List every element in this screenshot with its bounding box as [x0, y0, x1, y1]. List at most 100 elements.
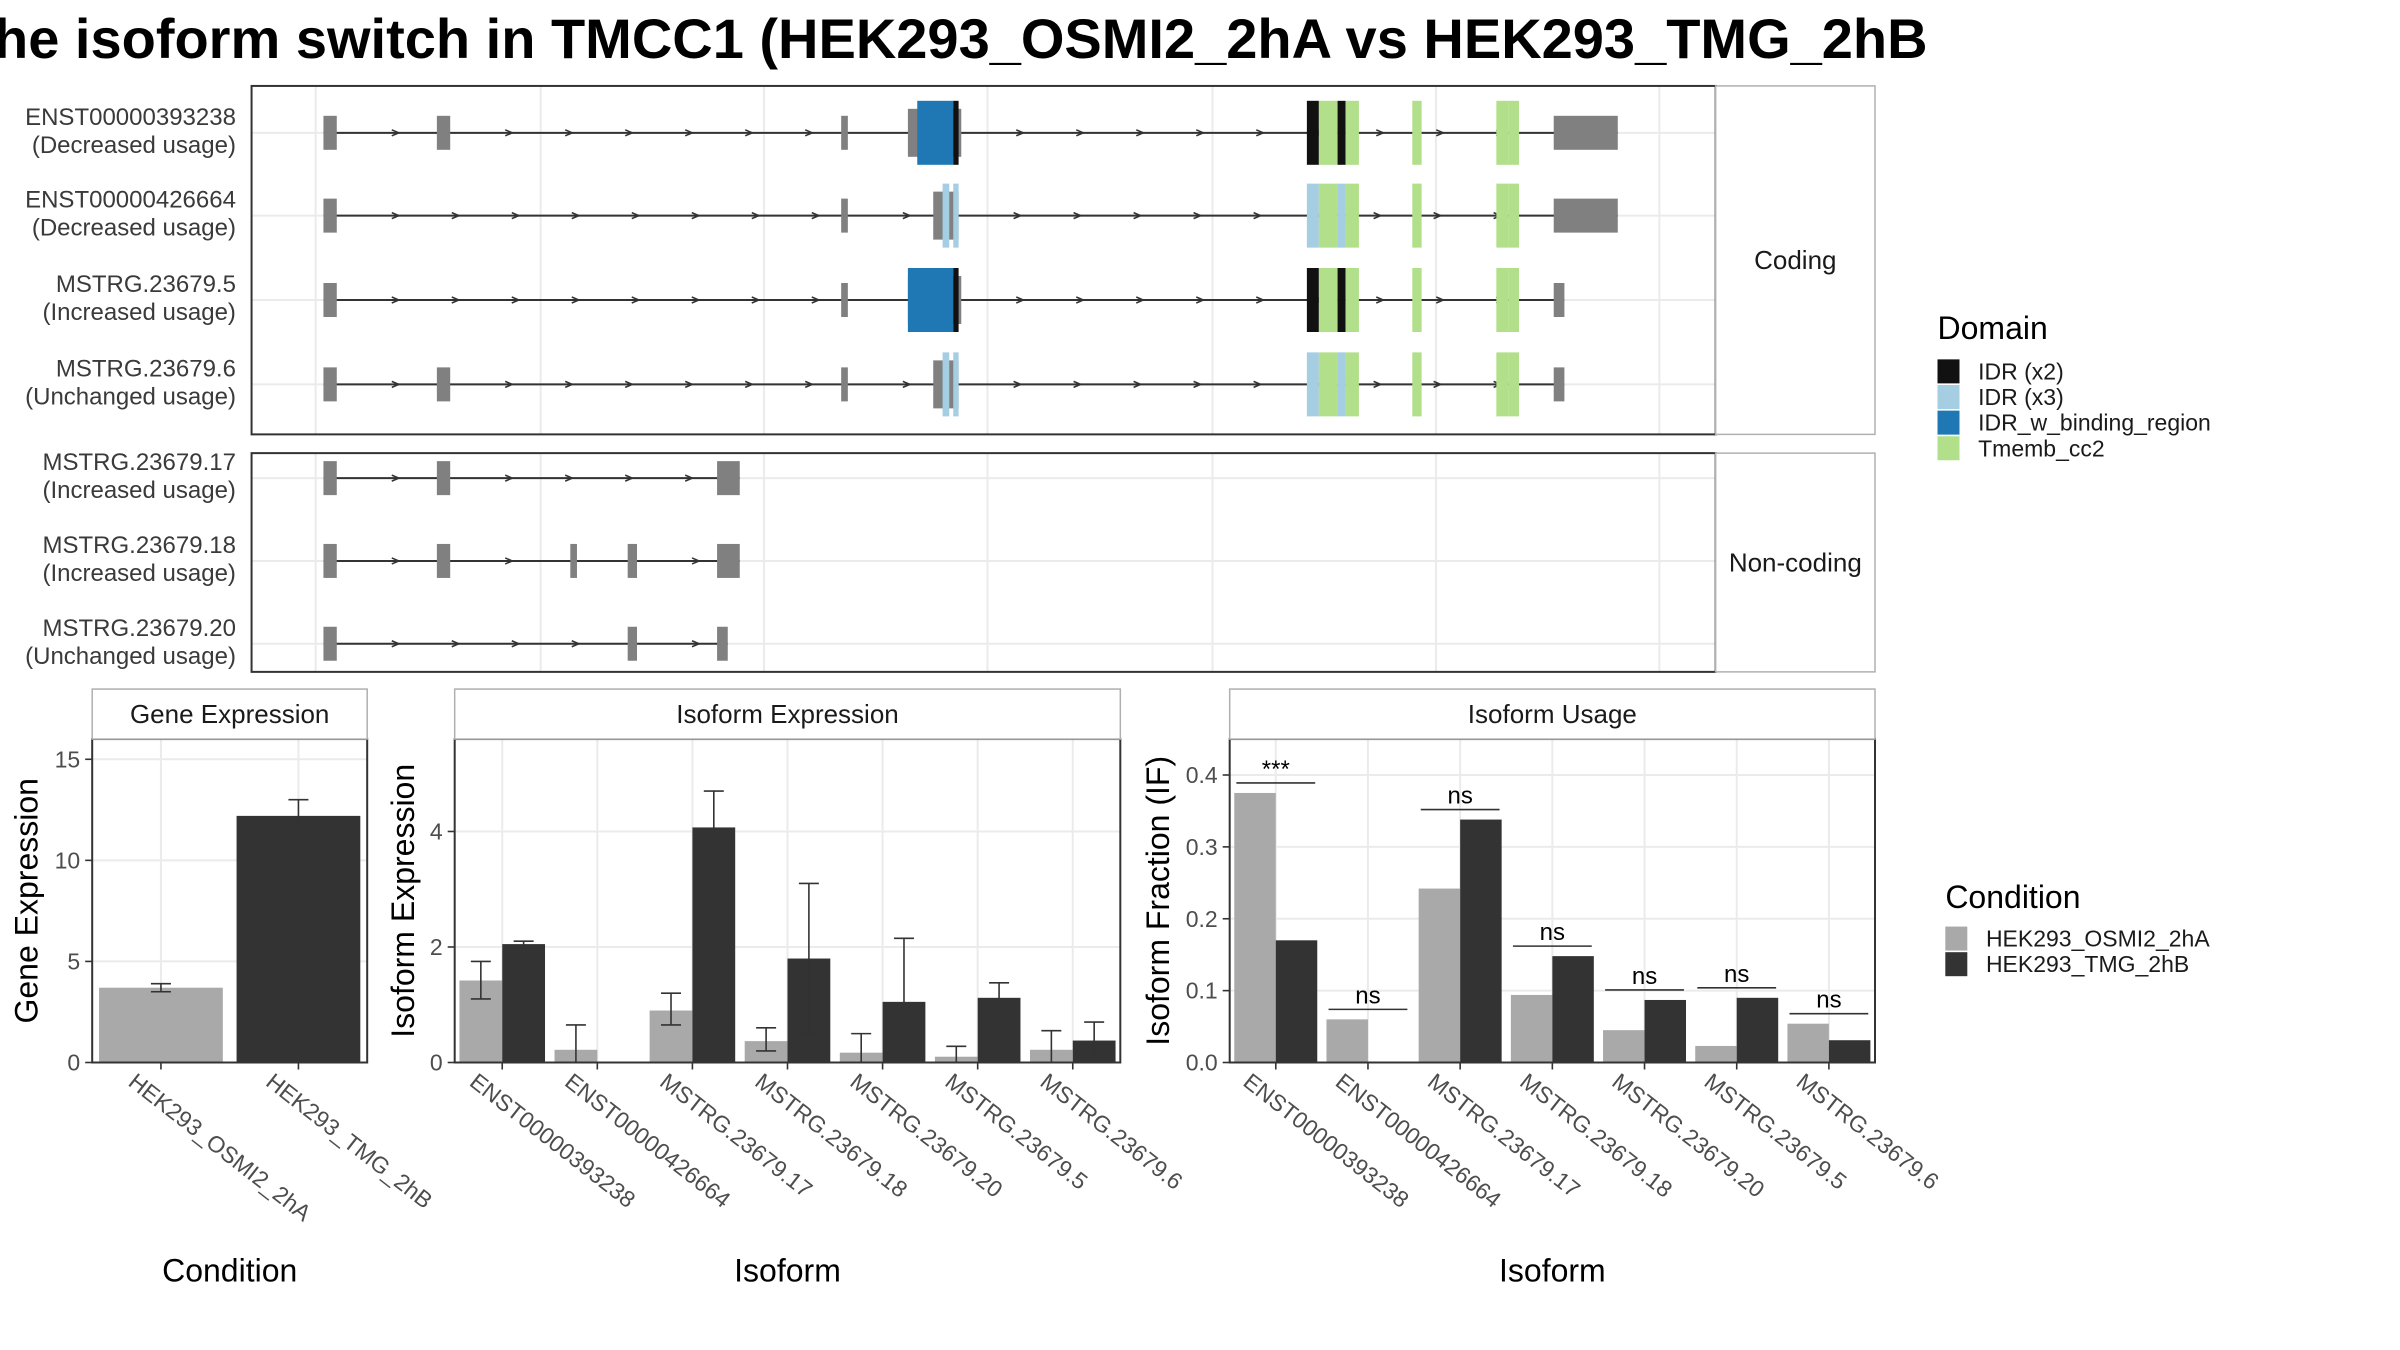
y-axis-title: Gene Expression: [9, 778, 45, 1023]
panel-strip-label: Isoform Expression: [676, 699, 899, 729]
domain-block: [1508, 100, 1520, 165]
exon-block: [323, 543, 337, 578]
exon-block: [436, 543, 451, 578]
exon-block: [436, 115, 451, 150]
legend-label: IDR (x2): [1978, 358, 2064, 384]
domain-block: [1508, 268, 1520, 332]
direction-arrow: [691, 296, 701, 304]
direction-arrow: [1255, 129, 1266, 137]
facet-strip-label: Non-coding: [1729, 548, 1862, 578]
direction-arrow: [1375, 129, 1386, 137]
domain-block: [1318, 100, 1338, 165]
direction-arrow: [391, 296, 401, 304]
direction-arrow: [811, 211, 821, 220]
x-tick-label: ENST00000393238: [1239, 1068, 1414, 1213]
y-tick-label: 5: [67, 948, 80, 974]
direction-arrow: [1013, 211, 1023, 220]
transcript-usage-label: (Decreased usage): [32, 215, 236, 242]
direction-arrow: [811, 296, 821, 304]
direction-arrow: [1435, 296, 1446, 304]
direction-arrow: [511, 640, 521, 648]
domain-block: [907, 268, 954, 332]
direction-arrow: [744, 129, 755, 137]
domain-block: [1318, 183, 1338, 248]
significance-label: ns: [1540, 919, 1565, 946]
bar: [1460, 819, 1502, 1063]
direction-arrow: [624, 474, 635, 482]
direction-arrow: [691, 640, 702, 648]
significance-label: ns: [1447, 783, 1472, 810]
domain-block: [1345, 183, 1359, 248]
legend-title: Domain: [1938, 310, 2048, 346]
direction-arrow: [391, 474, 401, 482]
direction-arrow: [1193, 211, 1203, 220]
domain-block: [1345, 100, 1359, 165]
direction-arrow: [504, 380, 515, 389]
direction-arrow: [1135, 296, 1146, 304]
direction-arrow: [391, 640, 401, 648]
direction-arrow: [804, 129, 815, 137]
domain-block: [1337, 268, 1346, 332]
domain-block: [953, 100, 959, 165]
bar: [744, 1041, 788, 1063]
x-axis-title: Isoform: [734, 1252, 841, 1288]
bar: [692, 827, 736, 1063]
direction-arrow: [1253, 211, 1263, 220]
transcript-id-label: MSTRG.23679.17: [43, 449, 236, 476]
direction-arrow: [631, 296, 641, 304]
direction-arrow: [684, 474, 695, 482]
direction-arrow: [1133, 211, 1143, 220]
bar: [1326, 1019, 1368, 1063]
bar: [1418, 888, 1461, 1063]
exon-block: [436, 461, 451, 496]
legend-swatch: [1937, 410, 1960, 435]
direction-arrow: [684, 380, 695, 389]
domain-block: [942, 183, 950, 248]
legend-swatch: [1945, 926, 1968, 951]
gene-expression-panel: 051015HEK293_OSMI2_2hAHEK293_TMG_2hBGene…: [9, 688, 438, 1288]
x-tick-label: ENST00000393238: [465, 1068, 640, 1213]
exon-block: [841, 367, 848, 402]
transcript-id-label: MSTRG.23679.6: [56, 355, 236, 382]
exon-block: [1553, 115, 1618, 150]
domain-block: [1412, 352, 1422, 417]
domain-block: [1412, 183, 1422, 248]
bar: [1275, 940, 1318, 1063]
y-tick-label: 0.3: [1186, 834, 1218, 860]
transcript-usage-label: (Unchanged usage): [25, 383, 236, 410]
transcript-structure-panel: ENST00000393238(Decreased usage)ENST0000…: [25, 84, 1876, 673]
y-axis-title: Isoform Expression: [385, 764, 421, 1038]
exon-block: [627, 543, 638, 578]
y-tick-label: 2: [430, 934, 443, 960]
facet-background: [251, 85, 1716, 435]
bar: [1828, 1040, 1871, 1063]
panel-strip: [1228, 688, 1876, 740]
exon-block: [323, 367, 337, 402]
direction-arrow: [902, 211, 912, 220]
isoform-usage-panel: 0.0 0.1 0.2 0.3 0.4 ENST00000393238ENST000004…: [1140, 688, 1944, 1288]
domain-block: [1318, 352, 1338, 417]
transcript-id-label: MSTRG.23679.5: [56, 271, 236, 298]
exon-block: [717, 626, 728, 661]
domain-block: [1496, 268, 1509, 332]
direction-arrow: [391, 557, 401, 565]
transcript-usage-label: (Increased usage): [42, 299, 235, 326]
exon-block: [323, 283, 337, 317]
domain-block: [1337, 183, 1346, 248]
direction-arrow: [564, 474, 575, 482]
direction-arrow: [391, 380, 401, 389]
significance-label: ns: [1632, 963, 1657, 990]
direction-arrow: [691, 557, 702, 565]
legend-label: IDR_w_binding_region: [1978, 410, 2211, 436]
direction-arrow: [511, 296, 521, 304]
direction-arrow: [1433, 380, 1443, 389]
exon-block: [570, 543, 577, 578]
x-tick-label: ENST00000426664: [560, 1068, 735, 1213]
direction-arrow: [1133, 380, 1143, 389]
y-tick-label: 0: [430, 1050, 443, 1076]
domain-block: [1306, 268, 1319, 332]
direction-arrow: [391, 211, 401, 220]
exon-block: [841, 115, 848, 150]
direction-arrow: [744, 380, 755, 389]
domain-block: [1345, 352, 1359, 417]
